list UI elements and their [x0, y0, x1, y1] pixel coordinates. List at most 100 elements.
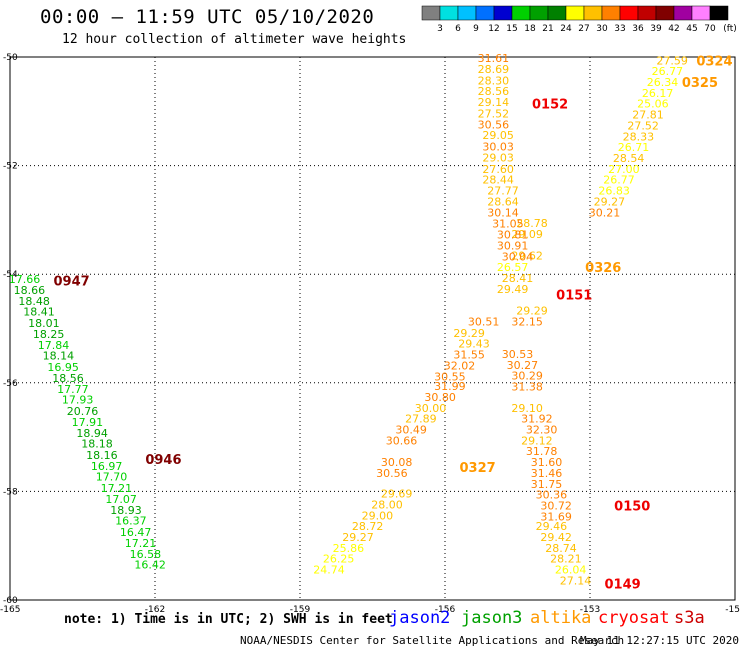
data-point-cryosat: 30.81 [497, 229, 529, 242]
data-point-altika: 27.14 [560, 574, 592, 587]
colorbar-swatch [655, 5, 675, 21]
data-point-altika: 26.25 [323, 553, 355, 566]
data-point-altika: 28.64 [487, 195, 519, 208]
pass-time-label: 0151 [556, 288, 592, 303]
data-point-cryosat: 32.02 [444, 359, 476, 372]
data-point-altika: 26.77 [603, 174, 635, 187]
data-point-cryosat: 30.29 [511, 370, 543, 383]
data-point-altika: 26.71 [618, 141, 650, 154]
data-point-jason3: 17.21 [101, 482, 133, 495]
legend-s3a: s3a [674, 608, 705, 628]
pass-time-annotations: 0324 0325 0152 0326 0151 0947 0946 0327 0150 0149 [54, 54, 733, 592]
x-tick-label: -15 [725, 605, 740, 615]
data-point-cryosat: 30.04 [502, 250, 534, 263]
data-point-jason3: 20.76 [67, 405, 99, 418]
data-point-cryosat: 31.46 [531, 467, 563, 480]
data-point-altika: 26.83 [598, 185, 630, 198]
data-point-cryosat: 30.56 [376, 467, 408, 480]
pass-time-label: 0150 [614, 500, 650, 515]
data-point-cryosat: 31.61 [478, 52, 510, 65]
legend-jason3: jason3 [461, 608, 523, 628]
colorbar-swatch [691, 5, 711, 21]
y-tick-label: -60 [3, 596, 18, 606]
data-point-jason3: 18.25 [33, 328, 65, 341]
footer-note: note: 1) Time is in UTC; 2) SWH is in fe… [64, 612, 393, 627]
data-point-cryosat: 30.27 [507, 359, 539, 372]
colorbar-swatch [421, 5, 441, 21]
x-tick-label: -159 [290, 605, 311, 615]
footer-credit: NOAA/NESDIS Center for Satellite Applica… [240, 634, 625, 647]
chart-title: 00:00 – 11:59 UTC 05/10/2020 [40, 6, 375, 28]
data-point-cryosat: 30.14 [487, 206, 519, 219]
data-point-cryosat: 31.99 [434, 380, 466, 393]
data-point-jason3: 17.21 [125, 537, 157, 550]
data-point-cryosat: 30.08 [381, 456, 413, 469]
data-point-jason3: 18.01 [28, 317, 60, 330]
data-point-cryosat: 30.21 [589, 206, 621, 219]
x-tick-label: -162 [145, 605, 165, 615]
data-point-altika: 27.81 [632, 109, 664, 122]
data-point-cryosat: 28.41 [502, 272, 534, 285]
data-point-altika: 27.89 [405, 413, 437, 426]
data-point-jason3: 18.14 [43, 350, 75, 363]
data-point-altika: 28.56 [478, 85, 510, 98]
colorbar-swatch [547, 5, 567, 21]
data-point-jason3: 17.91 [72, 416, 104, 429]
data-point-cryosat: 31.05 [492, 218, 524, 231]
footer-timestamp: May 11 12:27:15 UTC 2020 [580, 634, 739, 647]
data-point-jason3: 18.18 [81, 438, 113, 451]
data-point-altika: 29.10 [511, 402, 543, 415]
colorbar-tick-label: 24 [560, 24, 572, 34]
colorbar-unit: (ft) [723, 24, 737, 34]
data-point-jason3: 16.95 [47, 361, 79, 374]
pass-time-label: 0326 [585, 261, 621, 276]
data-point-altika: 27.60 [482, 163, 514, 176]
data-point-jason3: 17.66 [9, 273, 41, 286]
x-tick-label: -156 [435, 605, 456, 615]
data-point-jason3: 18.41 [23, 306, 55, 319]
data-point-jason3: 18.48 [18, 295, 50, 308]
data-point-jason3: 16.37 [115, 515, 147, 528]
colorbar-tick-label: 39 [650, 24, 662, 34]
legend-cryosat: cryosat [598, 608, 670, 628]
data-point-cryosat: 26.57 [497, 261, 529, 274]
colorbar-swatch [673, 5, 693, 21]
data-point-cryosat: 30.66 [386, 434, 418, 447]
data-point-altika: 24.74 [313, 564, 345, 577]
colorbar-tick-label: 12 [488, 24, 499, 34]
data-point-altika: 27.59 [656, 54, 688, 67]
data-point-jason3: 18.94 [76, 427, 108, 440]
legend-altika: altika [530, 608, 592, 628]
colorbar-tick-label: 9 [473, 24, 479, 34]
data-point-altika: 28.33 [623, 130, 655, 143]
data-point-jason3: 18.66 [14, 284, 46, 297]
data-point-altika: 27.77 [487, 185, 519, 198]
colorbar-tick-label: 42 [668, 24, 679, 34]
y-tick-label: -50 [3, 53, 18, 63]
data-point-cryosat: 29.05 [482, 129, 514, 142]
data-point-altika: 29.29 [453, 327, 485, 340]
chart-subtitle: 12 hour collection of altimeter wave hei… [62, 32, 407, 47]
data-point-jason3: 18.93 [110, 504, 142, 517]
data-point-jason3: 16.47 [120, 526, 152, 539]
data-point-jason3: 16.97 [91, 460, 123, 473]
colorbar-tick-label: 15 [506, 24, 517, 34]
data-point-cryosat: 31.75 [531, 478, 563, 491]
data-point-jason3: 16.42 [134, 559, 166, 572]
legend-jason2: jason2 [389, 608, 451, 628]
pass-time-label: 0327 [460, 461, 496, 476]
data-point-altika: 30.00 [415, 402, 447, 415]
data-point-altika: 29.27 [342, 531, 374, 544]
data-point-altika: 29.42 [540, 531, 572, 544]
data-point-altika: 28.44 [482, 174, 514, 187]
data-point-cryosat: 30.51 [468, 315, 500, 328]
colorbar-swatch [709, 5, 729, 21]
data-point-jason3: 17.93 [62, 394, 94, 407]
colorbar-tick-label: 70 [704, 24, 716, 34]
colorbar-swatch [475, 5, 495, 21]
data-point-altika: 27.00 [608, 163, 640, 176]
colorbar-swatch [619, 5, 639, 21]
data-points: 17.6618.6618.4818.4118.0118.2517.8418.14… [9, 52, 688, 587]
data-point-altika: 29.27 [594, 195, 626, 208]
